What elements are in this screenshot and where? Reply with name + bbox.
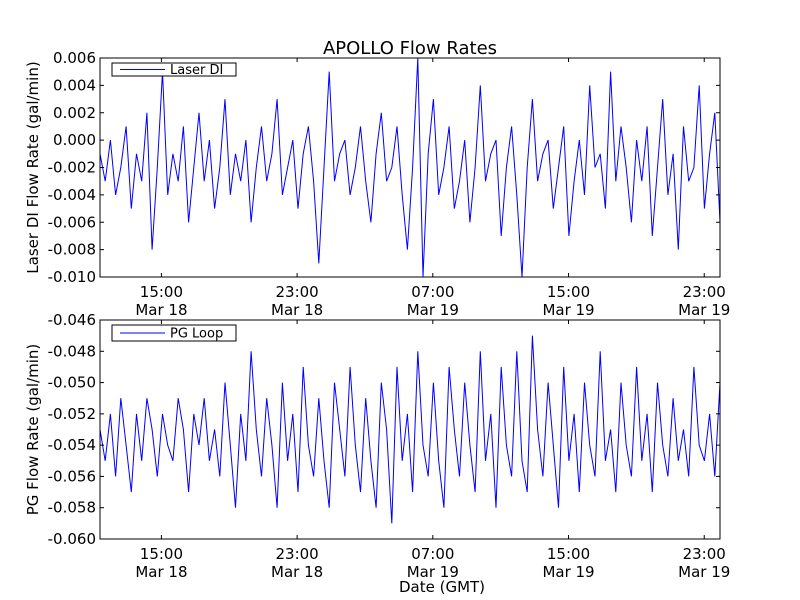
pg-loop-plot: -0.060 -0.058 -0.056 -0.054 -0.052 -0.050 -0.0… — [48, 311, 731, 581]
legend-label: PG Loop — [170, 327, 223, 342]
series-line-pg-loop — [99, 335, 721, 524]
y-tick-label: -0.052 — [48, 405, 96, 423]
x-tick-date-label: Mar 18 — [271, 563, 323, 581]
y-tick-label: 0.000 — [53, 131, 96, 149]
legend: Laser DI — [111, 62, 237, 78]
y-tick-label: -0.002 — [48, 159, 96, 177]
x-tick-time-label: 23:00 — [683, 545, 726, 563]
x-tick-date-label: Mar 19 — [542, 563, 594, 581]
x-tick-date-label: Mar 19 — [407, 563, 459, 581]
y-tick-label: -0.046 — [48, 311, 96, 329]
y-tick-label: -0.060 — [48, 530, 96, 548]
chart-title: APOLLO Flow Rates — [323, 38, 497, 59]
x-axis-label: Date (GMT) — [399, 578, 485, 596]
laser-di-plot: -0.010 -0.008 -0.006 -0.004 -0.002 0.000 0.002… — [48, 49, 731, 319]
y-axis-label-bottom: PG Flow Rate (gal/min) — [24, 344, 42, 516]
y-tick-label: -0.056 — [48, 467, 96, 485]
series-line-laser-di — [99, 57, 721, 278]
y-tick-label: -0.010 — [48, 268, 96, 286]
x-tick-date-label: Mar 19 — [678, 563, 730, 581]
y-tick-label: -0.054 — [48, 436, 96, 454]
x-tick-time-label: 23:00 — [683, 283, 726, 301]
x-tick-date-label: Mar 18 — [135, 563, 187, 581]
y-tick-label: -0.058 — [48, 499, 96, 517]
x-tick-time-label: 15:00 — [547, 283, 590, 301]
y-axis-label-top: Laser DI Flow Rate (gal/min) — [24, 61, 42, 273]
x-tick-date-label: Mar 19 — [542, 301, 594, 319]
x-tick-date-label: Mar 19 — [678, 301, 730, 319]
legend-box — [111, 324, 237, 342]
x-tick-time-label: 07:00 — [411, 283, 454, 301]
y-tick-label: -0.008 — [48, 241, 96, 259]
y-tick-label: 0.004 — [53, 76, 96, 94]
x-tick-date-label: Mar 19 — [407, 301, 459, 319]
x-tick-time-label: 15:00 — [547, 545, 590, 563]
y-tick-label: -0.006 — [48, 213, 96, 231]
x-tick-time-label: 15:00 — [140, 283, 183, 301]
legend: PG Loop — [111, 324, 237, 342]
x-tick-time-label: 07:00 — [411, 545, 454, 563]
x-tick-date-label: Mar 18 — [271, 301, 323, 319]
y-tick-label: -0.048 — [48, 342, 96, 360]
y-tick-label: 0.006 — [53, 49, 96, 67]
x-tick-date-label: Mar 18 — [135, 301, 187, 319]
x-tick-time-label: 15:00 — [140, 545, 183, 563]
legend-box — [111, 62, 237, 77]
legend-label: Laser DI — [170, 63, 223, 78]
x-tick-time-label: 23:00 — [275, 545, 318, 563]
y-tick-label: 0.002 — [53, 104, 96, 122]
y-tick-label: -0.004 — [48, 186, 96, 204]
x-tick-time-label: 23:00 — [275, 283, 318, 301]
axes-frame — [99, 319, 721, 540]
y-tick-label: -0.050 — [48, 374, 96, 392]
